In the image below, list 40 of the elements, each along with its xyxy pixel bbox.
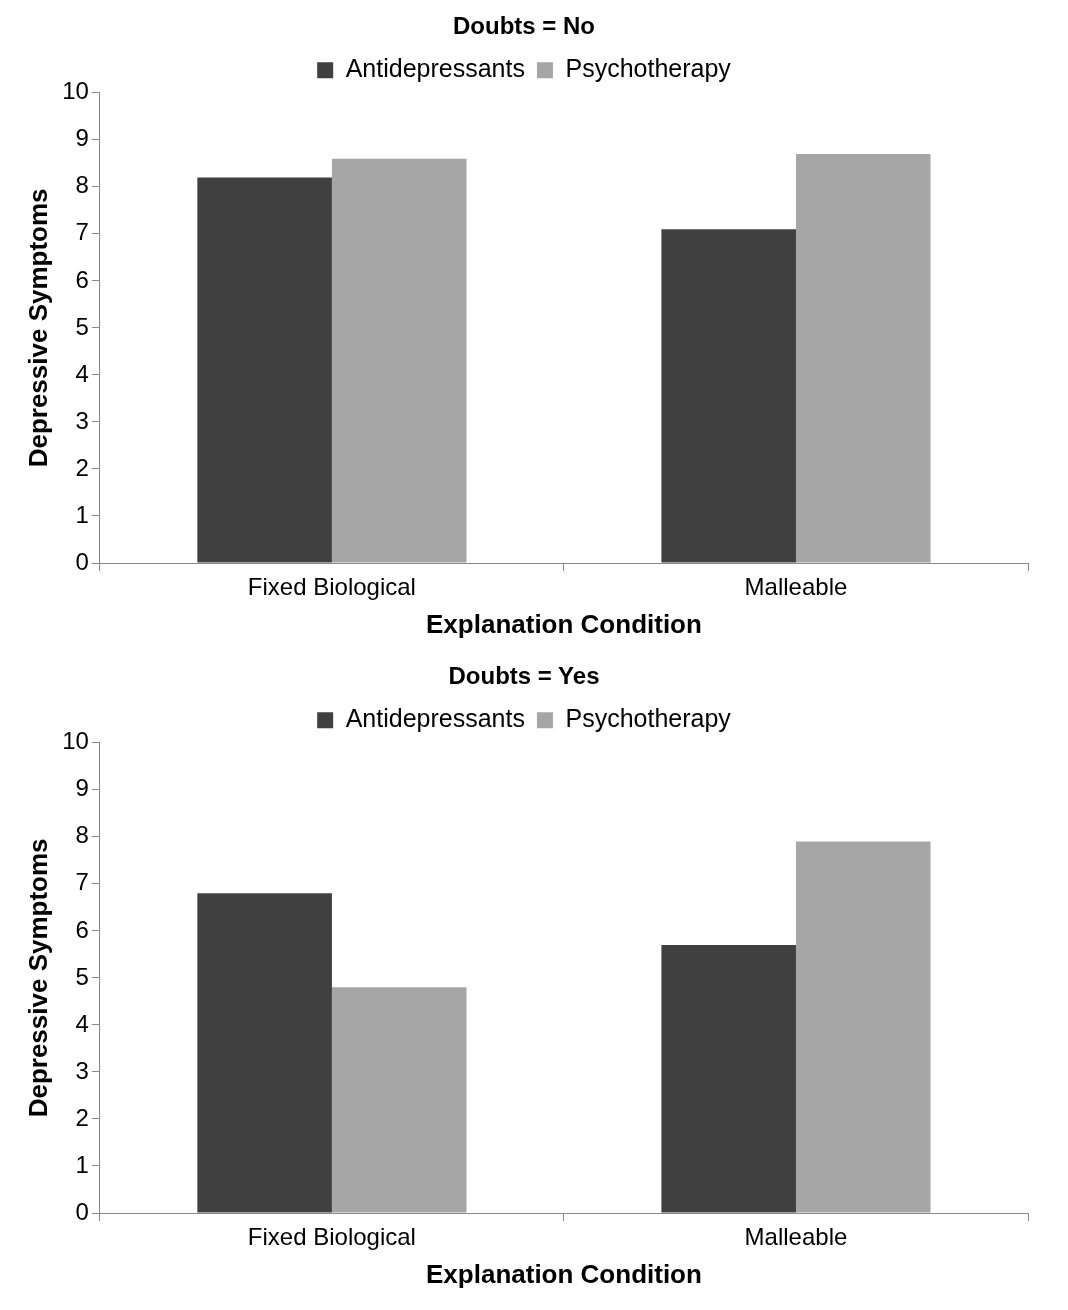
y-tick-label: 10 bbox=[62, 727, 89, 755]
y-tick-label: 7 bbox=[75, 868, 89, 896]
y-tick-label: 0 bbox=[75, 1197, 89, 1225]
x-axis-title: Explanation Condition bbox=[426, 1258, 702, 1289]
chart-title: Doubts = Yes bbox=[448, 662, 600, 690]
legend-label: Psychotherapy bbox=[565, 704, 732, 733]
y-tick-label: 10 bbox=[62, 77, 89, 105]
bar bbox=[661, 944, 796, 1213]
x-tick-label: Malleable bbox=[744, 573, 848, 601]
y-tick-label: 9 bbox=[75, 124, 89, 152]
y-tick-label: 3 bbox=[75, 406, 89, 434]
y-tick-label: 8 bbox=[75, 821, 89, 849]
y-tick-label: 1 bbox=[75, 1150, 89, 1178]
y-tick-label: 0 bbox=[75, 547, 89, 575]
legend-label: Psychotherapy bbox=[565, 54, 732, 83]
bar bbox=[197, 893, 332, 1213]
y-tick-label: 4 bbox=[75, 1009, 89, 1037]
chart-title: Doubts = No bbox=[453, 12, 595, 40]
y-tick-label: 8 bbox=[75, 171, 89, 199]
y-tick-label: 2 bbox=[75, 1103, 89, 1131]
y-tick-label: 7 bbox=[75, 218, 89, 246]
y-axis-title: Depressive Symptoms bbox=[22, 188, 53, 468]
y-tick-label: 6 bbox=[75, 915, 89, 943]
bar bbox=[795, 841, 931, 1213]
y-tick-label: 5 bbox=[75, 312, 89, 340]
y-tick-label: 1 bbox=[75, 500, 89, 528]
legend-label: Antidepressants bbox=[345, 704, 525, 733]
legend-label: Antidepressants bbox=[345, 54, 525, 83]
y-tick-label: 6 bbox=[75, 265, 89, 293]
y-tick-label: 9 bbox=[75, 774, 89, 802]
y-tick-label: 5 bbox=[75, 962, 89, 990]
y-tick-label: 2 bbox=[75, 453, 89, 481]
y-tick-label: 4 bbox=[75, 359, 89, 387]
x-tick-label: Malleable bbox=[744, 1223, 848, 1251]
y-axis-title: Depressive Symptoms bbox=[22, 838, 53, 1118]
y-tick-label: 3 bbox=[75, 1056, 89, 1084]
x-tick-label: Fixed Biological bbox=[247, 573, 416, 601]
x-axis-title: Explanation Condition bbox=[426, 608, 702, 639]
x-tick-label: Fixed Biological bbox=[247, 1223, 416, 1251]
bar bbox=[331, 987, 467, 1213]
